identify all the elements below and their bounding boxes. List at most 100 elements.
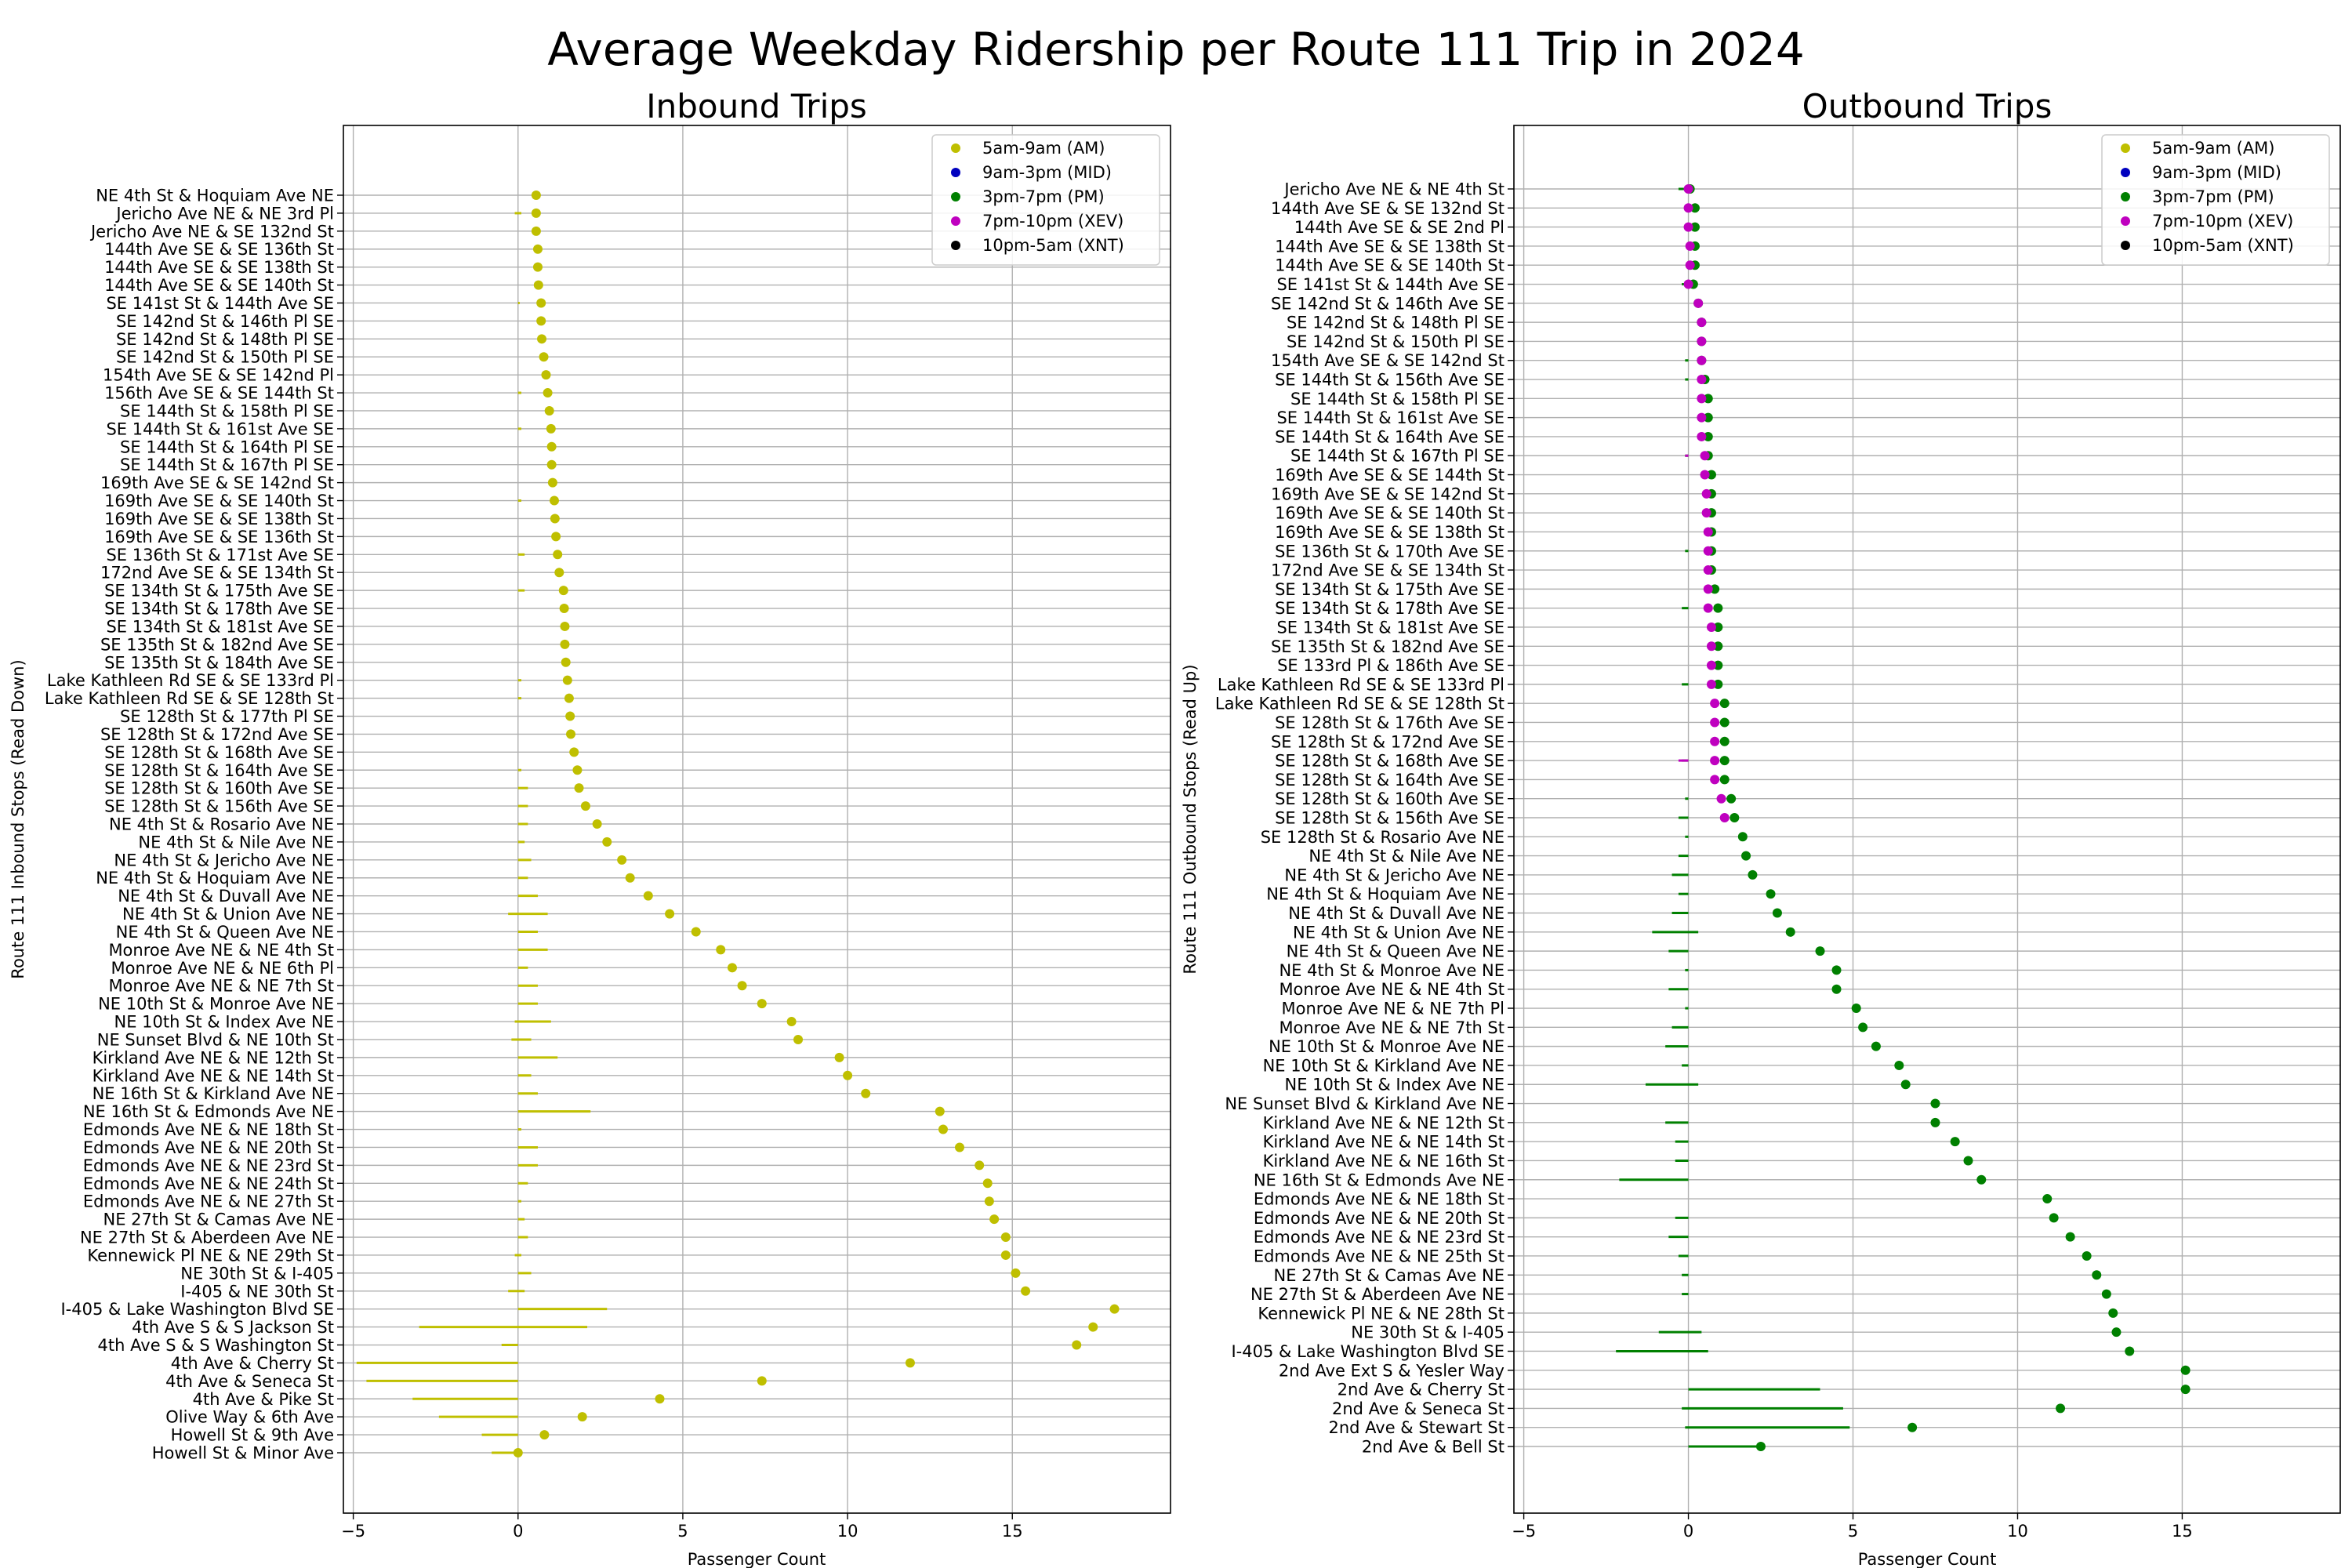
data-point bbox=[562, 675, 572, 685]
x-tick-label: 15 bbox=[2172, 1522, 2193, 1541]
data-point bbox=[1900, 1080, 1911, 1090]
data-point bbox=[727, 963, 737, 973]
data-point bbox=[566, 729, 576, 739]
outbound-x-axis-label: Passenger Count bbox=[1858, 1550, 1997, 1568]
stop-label: SE 128th St & 164th Ave SE bbox=[104, 761, 334, 780]
data-point bbox=[1858, 1022, 1868, 1033]
stop-label: NE 27th St & Aberdeen Ave NE bbox=[1250, 1285, 1504, 1304]
stop-label: SE 135th St & 184th Ave SE bbox=[104, 653, 334, 672]
stop-label: 144th Ave SE & SE 2nd Pl bbox=[1294, 218, 1504, 237]
stop-label: NE 10th St & Index Ave NE bbox=[1284, 1076, 1504, 1094]
stop-label: NE 30th St & I-405 bbox=[180, 1264, 334, 1283]
stop-label: SE 144th St & 164th Pl SE bbox=[120, 437, 334, 456]
data-point bbox=[1697, 412, 1707, 423]
inbound-grid bbox=[343, 125, 1171, 1513]
data-point bbox=[1690, 203, 1700, 213]
stop-label: SE 144th St & 156th Ave SE bbox=[1275, 371, 1504, 390]
data-point bbox=[1683, 279, 1693, 289]
x-tick-label: 10 bbox=[2007, 1522, 2028, 1541]
stop-label: SE 144th St & 161st Ave SE bbox=[1276, 408, 1504, 427]
stop-label: SE 135th St & 182nd Ave SE bbox=[100, 635, 334, 654]
data-point bbox=[786, 1017, 797, 1027]
data-point bbox=[2101, 1289, 2111, 1299]
data-point bbox=[1706, 470, 1716, 480]
data-point bbox=[1703, 584, 1713, 594]
stop-label: NE 4th St & Jericho Ave NE bbox=[1284, 866, 1504, 884]
data-point bbox=[602, 837, 612, 847]
stop-label: SE 142nd St & 148th Pl SE bbox=[1287, 314, 1504, 332]
data-point bbox=[1719, 699, 1730, 709]
stop-label: Kirkland Ave NE & NE 14th St bbox=[1263, 1133, 1504, 1152]
outbound-legend: 5am-9am (AM) 9am-3pm (MID) 3pm-7pm (PM) 7pm… bbox=[2101, 134, 2330, 266]
stop-label: SE 141st St & 144th Ave SE bbox=[106, 294, 334, 313]
x-tick-label: 15 bbox=[1002, 1522, 1023, 1541]
data-point bbox=[1072, 1340, 1082, 1350]
inbound-panel: Inbound Trips NE 4th St & Hoquiam Ave NE… bbox=[9, 87, 1171, 1568]
stop-label: Kirkland Ave NE & NE 12th St bbox=[93, 1048, 334, 1067]
data-point bbox=[938, 1124, 948, 1134]
stop-label: Lake Kathleen Rd SE & SE 128th St bbox=[45, 689, 334, 708]
stop-label: Monroe Ave NE & NE 6th Pl bbox=[111, 959, 334, 978]
stop-label: SE 128th St & 168th Ave SE bbox=[104, 743, 334, 762]
stop-label: SE 128th St & 164th Ave SE bbox=[1275, 771, 1504, 789]
data-point bbox=[2180, 1385, 2190, 1395]
stop-label: 169th Ave SE & SE 138th St bbox=[104, 510, 334, 528]
stop-label: NE 4th St & Rosario Ave NE bbox=[109, 815, 334, 834]
stop-label: 4th Ave S & S Washington St bbox=[98, 1336, 334, 1355]
outbound-y-axis-label: Route 111 Outbound Stops (Read Up) bbox=[1181, 664, 1200, 974]
data-point bbox=[1851, 1004, 1861, 1014]
stop-label: 169th Ave SE & SE 142nd St bbox=[1271, 485, 1504, 503]
stop-label: 4th Ave S & S Jackson St bbox=[132, 1318, 334, 1337]
stop-label: Kennewick Pl NE & NE 28th St bbox=[1258, 1304, 1504, 1323]
outbound-panel: Outbound Trips Jericho Ave NE & NE 4th S… bbox=[1181, 87, 2341, 1568]
data-point bbox=[569, 747, 579, 757]
legend-marker bbox=[951, 143, 960, 153]
data-point bbox=[1710, 756, 1720, 766]
data-point bbox=[546, 441, 557, 452]
stop-label: Edmonds Ave NE & NE 27th St bbox=[83, 1192, 334, 1211]
legend-box bbox=[931, 134, 1160, 266]
data-point bbox=[1815, 946, 1825, 956]
stop-label: 156th Ave SE & SE 144th St bbox=[104, 384, 334, 403]
data-point bbox=[1710, 584, 1720, 594]
data-point bbox=[539, 1430, 550, 1440]
data-point bbox=[1000, 1250, 1011, 1260]
data-point bbox=[989, 1214, 1000, 1225]
inbound-panel-title: Inbound Trips bbox=[646, 87, 867, 125]
data-point bbox=[1713, 660, 1723, 670]
data-point bbox=[643, 891, 653, 901]
stop-label: Monroe Ave NE & NE 4th St bbox=[108, 941, 334, 960]
legend-label: 7pm-10pm (XEV) bbox=[982, 212, 1123, 230]
data-point bbox=[2042, 1194, 2053, 1204]
legend-label: 10pm-5am (XNT) bbox=[2152, 236, 2294, 255]
data-point bbox=[935, 1106, 945, 1116]
data-point bbox=[2065, 1232, 2075, 1242]
data-point bbox=[716, 945, 726, 955]
stop-label: NE 4th St & Nile Ave NE bbox=[1308, 847, 1504, 866]
data-point bbox=[1703, 412, 1713, 423]
data-point bbox=[1719, 736, 1730, 746]
data-point bbox=[553, 550, 563, 560]
data-point bbox=[554, 568, 564, 578]
stop-label: Edmonds Ave NE & NE 20th St bbox=[83, 1138, 334, 1157]
data-point bbox=[691, 927, 701, 937]
data-point bbox=[546, 423, 556, 434]
outbound-grid bbox=[1514, 125, 2340, 1513]
stop-label: Kirkland Ave NE & NE 12th St bbox=[1263, 1113, 1504, 1132]
data-point bbox=[1011, 1268, 1021, 1278]
data-point bbox=[536, 316, 546, 326]
stop-label: 169th Ave SE & SE 144th St bbox=[1275, 466, 1504, 485]
stop-label: Edmonds Ave NE & NE 18th St bbox=[1254, 1190, 1504, 1209]
stop-label: SE 134th St & 178th Ave SE bbox=[1275, 599, 1504, 618]
legend-marker bbox=[951, 168, 960, 177]
data-point bbox=[1700, 470, 1710, 480]
stop-label: 169th Ave SE & SE 136th St bbox=[104, 528, 334, 546]
data-point bbox=[561, 657, 571, 667]
stop-label: 144th Ave SE & SE 136th St bbox=[104, 240, 334, 259]
data-point bbox=[2111, 1327, 2122, 1338]
data-point bbox=[1871, 1041, 1881, 1051]
data-point bbox=[1693, 298, 1704, 308]
outbound-x-ticks: −5 0 5 10 15 bbox=[1512, 1513, 2193, 1541]
data-point bbox=[1713, 622, 1723, 632]
stop-label: 169th Ave SE & SE 140th St bbox=[104, 492, 334, 510]
